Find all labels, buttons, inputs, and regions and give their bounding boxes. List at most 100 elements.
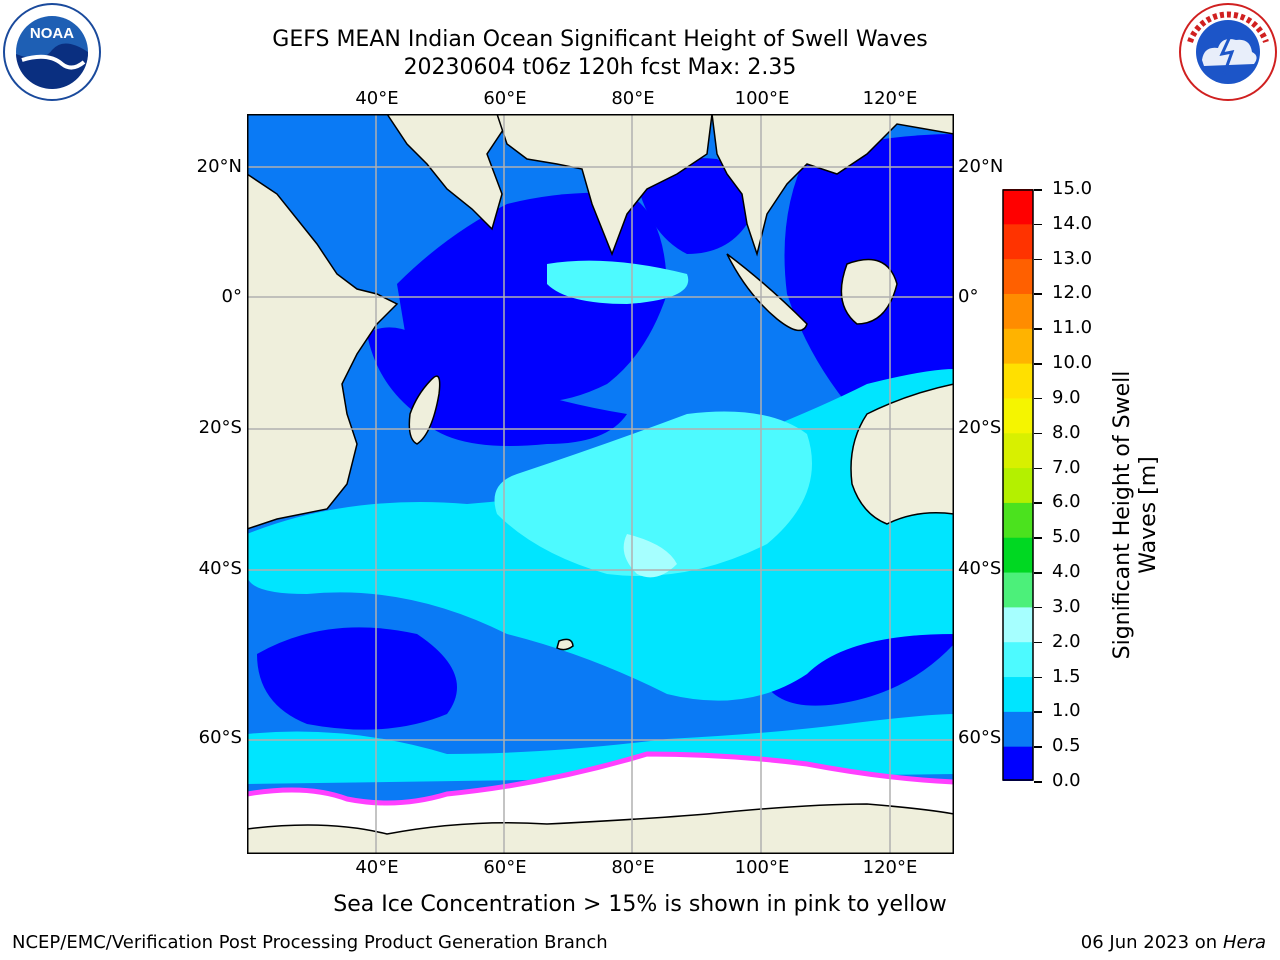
swell-zone-high (547, 260, 689, 304)
lon-tick-bottom: 40°E (355, 857, 399, 878)
footer-credit: NCEP/EMC/Verification Post Processing Pr… (12, 932, 608, 953)
colorbar-bin (1003, 537, 1033, 573)
map-gridlines (247, 114, 954, 854)
lat-tick-right: 60°S (958, 727, 1002, 748)
colorbar-tick-label: 1.0 (1052, 700, 1081, 722)
colorbar-tick-mark (1034, 711, 1042, 713)
land-se-asia (711, 114, 954, 257)
colorbar-tick-label: 8.0 (1052, 421, 1081, 443)
chart-subtitle: 20230604 t06z 120h fcst Max: 2.35 (403, 55, 797, 80)
lat-tick-right: 40°S (958, 558, 1002, 579)
colorbar-tick-mark (1034, 223, 1042, 226)
lon-tick-bottom: 80°E (611, 857, 655, 878)
colorbar-bin (1003, 606, 1033, 643)
colorbar-tick-mark (1034, 537, 1042, 539)
lat-tick-right: 20°N (958, 156, 1004, 177)
colorbar-tick-mark (1034, 606, 1042, 609)
colorbar-label-line1: Significant Height of Swell (1110, 370, 1135, 660)
colorbar-tick-mark (1034, 328, 1042, 330)
lon-tick-top: 120°E (862, 88, 918, 109)
lon-tick-top: 80°E (611, 88, 655, 109)
colorbar-tick-label: 3.0 (1052, 595, 1081, 617)
swell-zone-peak (623, 534, 677, 578)
colorbar-tick-label: 10.0 (1052, 352, 1093, 374)
colorbar-tick-mark (1034, 502, 1042, 504)
colorbar-tick-mark (1034, 189, 1042, 191)
map-frame (247, 114, 954, 854)
colorbar-tick-label: 5.0 (1052, 526, 1081, 548)
colorbar-tick-label: 13.0 (1052, 247, 1093, 269)
swell-zone-high (494, 411, 812, 576)
footer-date: 06 Jun 2023 on Hera (1081, 933, 1266, 953)
colorbar-tick-label: 0.0 (1052, 770, 1081, 791)
lat-tick-right: 0° (958, 286, 979, 307)
lon-tick-bottom: 100°E (734, 857, 790, 878)
colorbar-tick-mark (1034, 432, 1042, 435)
colorbar-bin (1003, 293, 1033, 329)
colorbar-tick-mark (1034, 781, 1042, 783)
swell-zone-low (257, 627, 457, 730)
colorbar-tick-mark (1034, 293, 1042, 295)
swell-zone-low (635, 158, 747, 254)
colorbar-tick-label: 9.0 (1052, 386, 1081, 408)
chart-title: GEFS MEAN Indian Ocean Significant Heigh… (272, 27, 928, 52)
land-india (496, 114, 713, 257)
colorbar-bin (1003, 641, 1033, 678)
colorbar-tick-label: 11.0 (1052, 317, 1093, 339)
noaa-logo-text: NOAA (30, 25, 74, 42)
lat-tick-left: 20°N (196, 156, 242, 177)
colorbar-tick-label: 7.0 (1052, 456, 1081, 478)
colorbar (1002, 189, 1034, 781)
colorbar-label-line2: Waves [m] (1136, 456, 1161, 574)
swell-height-map (247, 114, 954, 854)
colorbar-tick-mark (1034, 363, 1042, 365)
land-antarctica (247, 803, 954, 854)
lon-tick-top: 40°E (355, 88, 399, 109)
colorbar-bin (1003, 328, 1033, 364)
colorbar-bin (1003, 572, 1033, 608)
lat-tick-right: 20°S (958, 417, 1002, 438)
sea-ice-edge (247, 751, 954, 806)
lat-tick-left: 0° (221, 286, 242, 307)
lon-tick-top: 100°E (734, 88, 790, 109)
colorbar-bin (1003, 223, 1033, 260)
colorbar-bin (1003, 746, 1033, 781)
land-kerguelen (556, 638, 574, 651)
colorbar-tick-label: 0.5 (1052, 735, 1081, 757)
footer-date-text: 06 Jun 2023 on (1080, 932, 1218, 953)
colorbar-tick-mark (1034, 641, 1042, 644)
colorbar-tick-label: 2.0 (1052, 630, 1081, 652)
lat-tick-left: 40°S (198, 558, 242, 579)
colorbar-bin (1003, 676, 1033, 712)
colorbar-bin (1003, 258, 1033, 294)
colorbar-tick-mark (1034, 258, 1042, 261)
sea-ice-caption: Sea Ice Concentration > 15% is shown in … (333, 892, 947, 917)
noaa-logo: NOAA (2, 2, 102, 102)
colorbar-tick-label: 12.0 (1052, 282, 1093, 304)
colorbar-tick-label: 4.0 (1052, 561, 1081, 583)
lat-tick-left: 60°S (198, 727, 242, 748)
footer-host: Hera (1222, 932, 1266, 953)
lon-tick-bottom: 60°E (483, 857, 527, 878)
lat-tick-left: 20°S (198, 417, 242, 438)
colorbar-bin (1003, 189, 1033, 225)
lon-tick-top: 60°E (483, 88, 527, 109)
colorbar-tick-label: 14.0 (1052, 212, 1093, 234)
colorbar-tick-mark (1034, 676, 1042, 679)
land-madagascar (408, 375, 441, 445)
colorbar-frame (1002, 189, 1034, 781)
colorbar-bin (1003, 502, 1033, 538)
lon-tick-bottom: 120°E (862, 857, 918, 878)
colorbar-tick-label: 15.0 (1052, 178, 1093, 199)
colorbar-bin (1003, 363, 1033, 399)
colorbar-tick-mark (1034, 467, 1042, 470)
colorbar-bin (1003, 467, 1033, 503)
colorbar-tick-mark (1034, 746, 1042, 748)
colorbar-tick-label: 1.5 (1052, 665, 1081, 687)
colorbar-bin (1003, 397, 1033, 434)
colorbar-tick-mark (1034, 397, 1042, 400)
colorbar-tick-mark (1034, 572, 1042, 574)
colorbar-bin (1003, 711, 1033, 747)
nws-logo (1178, 2, 1278, 102)
land-borneo (840, 258, 898, 325)
